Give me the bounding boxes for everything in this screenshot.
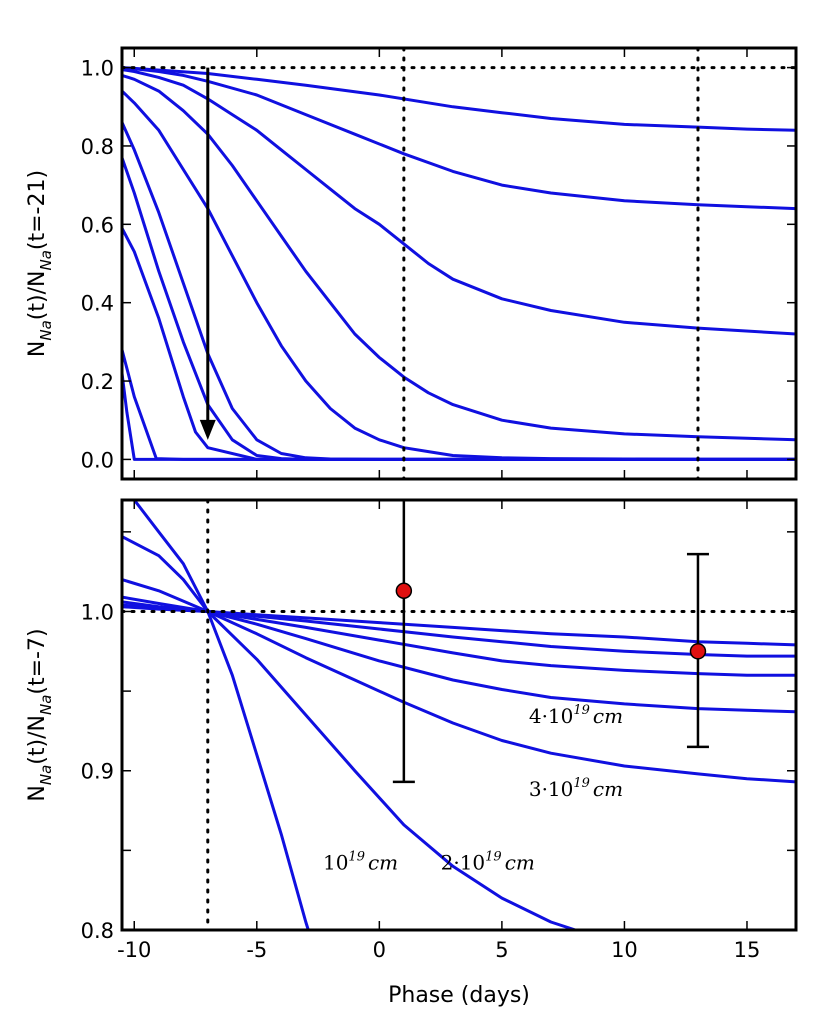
radius-annotation: 1019 cm [323,849,398,874]
bot-y-tick-label: 0.9 [81,760,114,784]
top-y-tick-label: 0.2 [81,370,114,394]
top-series-curve-3 [121,68,797,336]
radius-annotation: 4·1019 cm [529,703,623,728]
bot-y-tick-label: 1.0 [81,600,114,624]
bottom-panel: 4·1019 cm 3·1019 cm 2·1019 cm 1019 cm -10 -5 0 5 10… [25,498,798,1008]
arrow-head [199,419,216,440]
top-ticks: 0.0 0.2 0.4 0.6 0.8 1.0 [81,48,796,479]
top-panel: 0.0 0.2 0.4 0.6 0.8 1.0 NNa(t)/NNa(t=-21) [25,46,798,481]
radius-annotation: 2·1019 cm [441,849,535,874]
bot-x-tick-label: -5 [246,938,267,962]
top-y-tick-label: 1.0 [81,57,114,81]
bottom-ticks: -10 -5 0 5 10 15 0.8 0.9 1.0 [81,500,796,962]
top-series-curve-1 [121,66,797,132]
top-series-curve-5 [120,90,796,461]
radius-annotation: 3·1019 cm [529,776,623,801]
top-series-curve-4 [121,73,797,442]
top-series-curve-9 [120,349,796,461]
bottom-y-axis-label: NNa(t)/NNa(t=-7) [25,628,55,801]
top-y-axis-label: NNa(t)/NNa(t=-21) [25,170,55,357]
bot-y-tick-label: 0.8 [81,919,114,943]
data-point [689,643,707,660]
top-y-tick-label: 0.4 [81,292,114,316]
bot-x-tick-label: -10 [117,938,151,962]
top-series-group [120,66,797,461]
bottom-reference-lines [120,498,798,932]
top-arrow [199,67,216,440]
bottom-data-points [392,500,709,784]
top-y-tick-label: 0.8 [81,135,114,159]
bot-series-curve-5 [122,578,796,784]
top-series-curve-10 [120,373,796,461]
top-series-curve-2 [121,66,797,211]
bot-x-tick-label: 5 [495,938,508,962]
top-y-tick-label: 0.6 [81,213,114,237]
top-y-tick-label: 0.0 [81,448,114,472]
top-series-curve-7 [120,157,796,461]
bot-x-tick-label: 0 [373,938,386,962]
top-plot-frame [120,46,798,481]
bottom-annotations: 4·1019 cm 3·1019 cm 2·1019 cm 1019 cm [323,703,623,875]
bot-x-tick-label: 10 [611,938,638,962]
bottom-plot-frame [120,498,798,932]
x-axis-label: Phase (days) [388,983,530,1008]
bot-series-curve-6 [122,535,576,930]
bot-x-tick-label: 15 [734,938,761,962]
data-point [395,582,413,600]
top-reference-lines [120,46,798,481]
bot-series-curve-7 [132,500,310,930]
